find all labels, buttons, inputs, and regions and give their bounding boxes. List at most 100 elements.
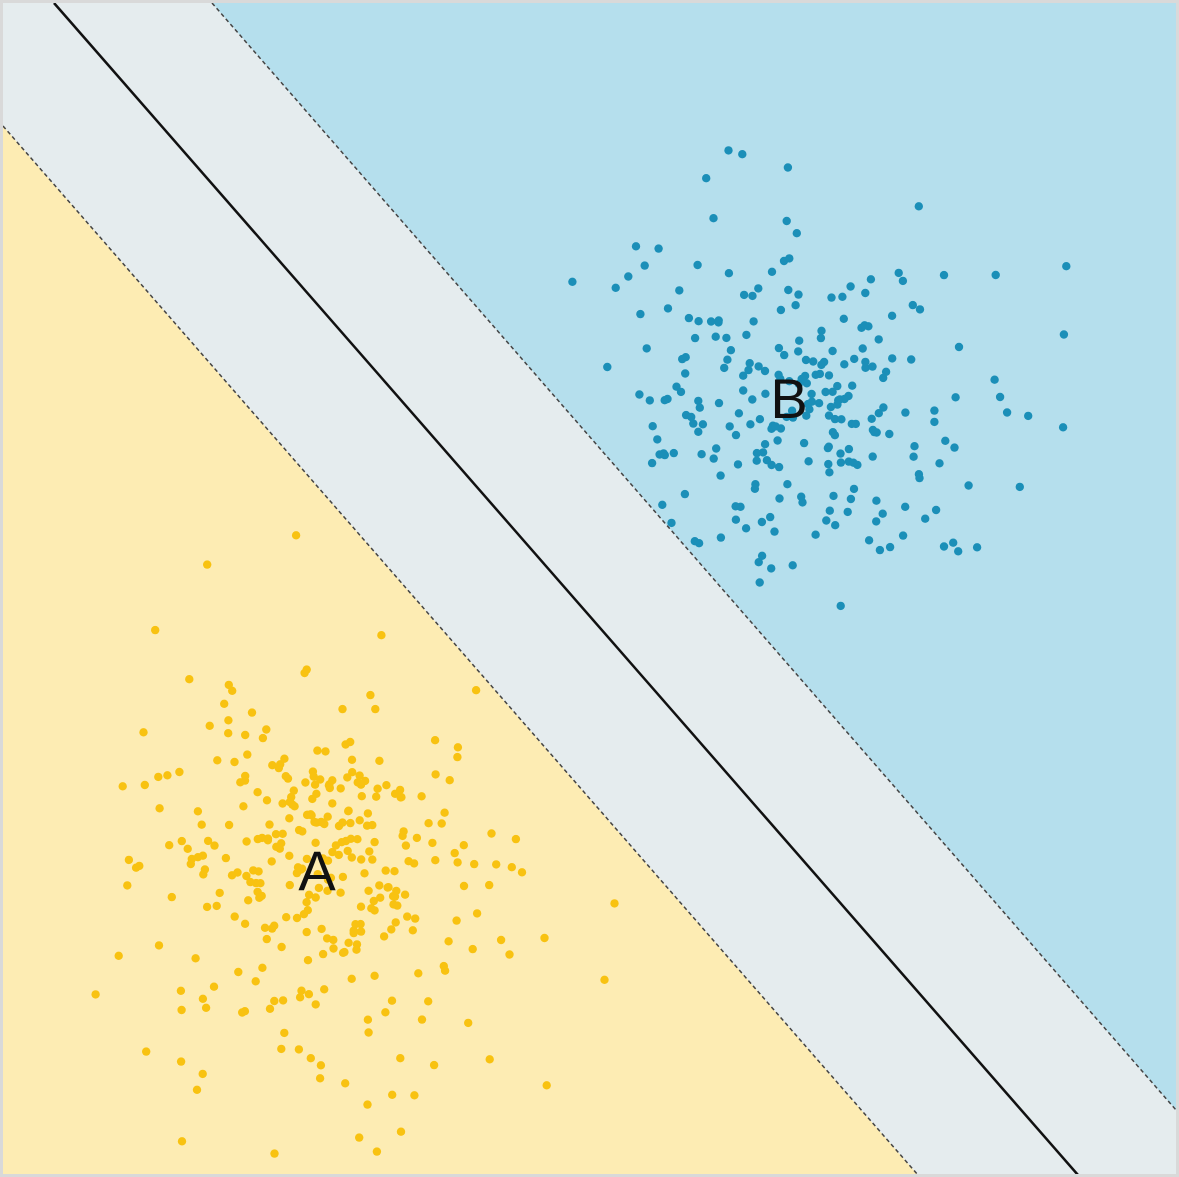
- point-b: [773, 436, 782, 445]
- point-b: [746, 420, 755, 429]
- point-b: [872, 496, 881, 505]
- point-b: [931, 505, 941, 515]
- point-b: [709, 454, 718, 463]
- point-a: [396, 1127, 406, 1136]
- point-a: [351, 920, 360, 929]
- point-a: [363, 1015, 373, 1024]
- point-a: [440, 966, 450, 975]
- point-b: [687, 412, 696, 422]
- point-b: [774, 462, 784, 472]
- point-b: [875, 545, 885, 555]
- point-b: [749, 317, 758, 326]
- point-b: [624, 272, 633, 281]
- point-a: [177, 1005, 186, 1015]
- point-b: [964, 481, 973, 490]
- point-a: [295, 993, 305, 1002]
- point-a: [540, 933, 549, 943]
- point-b: [739, 371, 748, 380]
- point-a: [445, 776, 454, 785]
- point-a: [270, 996, 279, 1006]
- point-b: [771, 422, 780, 431]
- point-a: [382, 781, 391, 790]
- point-a: [369, 896, 378, 906]
- point-a: [251, 977, 260, 986]
- point-a: [135, 861, 144, 871]
- point-a: [368, 855, 377, 864]
- point-b: [864, 536, 874, 545]
- point-a: [285, 880, 294, 890]
- point-a: [205, 721, 214, 730]
- point-a: [397, 793, 406, 802]
- point-b: [908, 300, 917, 310]
- point-b: [787, 406, 797, 415]
- point-b: [954, 547, 963, 556]
- point-b: [754, 558, 763, 567]
- point-b: [941, 436, 950, 445]
- point-a: [212, 901, 221, 911]
- point-a: [268, 761, 277, 770]
- point-b: [733, 460, 743, 469]
- point-a: [242, 837, 251, 846]
- point-a: [511, 834, 521, 844]
- point-a: [311, 838, 320, 847]
- point-b: [915, 305, 925, 314]
- point-a: [408, 926, 417, 935]
- point-b: [843, 507, 852, 517]
- point-a: [336, 888, 345, 897]
- point-b: [930, 417, 939, 427]
- point-b: [910, 442, 919, 451]
- point-a: [124, 855, 134, 865]
- point-b: [921, 514, 930, 523]
- point-a: [151, 625, 160, 635]
- point-b: [802, 411, 811, 420]
- point-a: [357, 855, 366, 864]
- point-b: [720, 363, 729, 373]
- point-a: [203, 560, 212, 569]
- point-a: [440, 808, 449, 817]
- point-b: [783, 480, 792, 489]
- point-a: [346, 818, 355, 828]
- point-a: [277, 1044, 286, 1054]
- point-a: [417, 1015, 427, 1024]
- point-a: [294, 1045, 304, 1054]
- point-b: [794, 347, 803, 356]
- point-b: [844, 444, 854, 454]
- point-a: [450, 848, 459, 858]
- point-a: [278, 829, 287, 838]
- point-b: [839, 314, 848, 323]
- point-a: [496, 935, 506, 945]
- point-b: [694, 427, 703, 436]
- point-a: [341, 836, 351, 846]
- point-b: [930, 406, 939, 415]
- point-b: [840, 394, 849, 404]
- point-b: [805, 405, 814, 414]
- point-a: [338, 872, 348, 882]
- point-a: [349, 926, 358, 935]
- point-a: [198, 1069, 207, 1079]
- point-a: [381, 1008, 390, 1017]
- point-a: [355, 1133, 364, 1142]
- point-b: [972, 543, 982, 552]
- point-a: [492, 860, 501, 869]
- point-a: [398, 831, 407, 841]
- point-a: [249, 866, 258, 875]
- point-a: [297, 986, 306, 995]
- point-a: [193, 807, 203, 816]
- point-a: [240, 1007, 250, 1016]
- point-b: [752, 448, 762, 458]
- point-a: [215, 888, 224, 898]
- point-b: [726, 346, 736, 355]
- point-a: [270, 921, 279, 930]
- point-a: [230, 757, 239, 767]
- point-b: [825, 468, 834, 477]
- point-a: [265, 820, 274, 829]
- point-b: [901, 502, 910, 511]
- point-a: [309, 772, 318, 781]
- point-b: [860, 321, 869, 330]
- point-b: [867, 414, 876, 423]
- point-b: [752, 456, 761, 465]
- point-a: [318, 949, 328, 959]
- point-b: [782, 216, 791, 226]
- point-b: [695, 403, 704, 412]
